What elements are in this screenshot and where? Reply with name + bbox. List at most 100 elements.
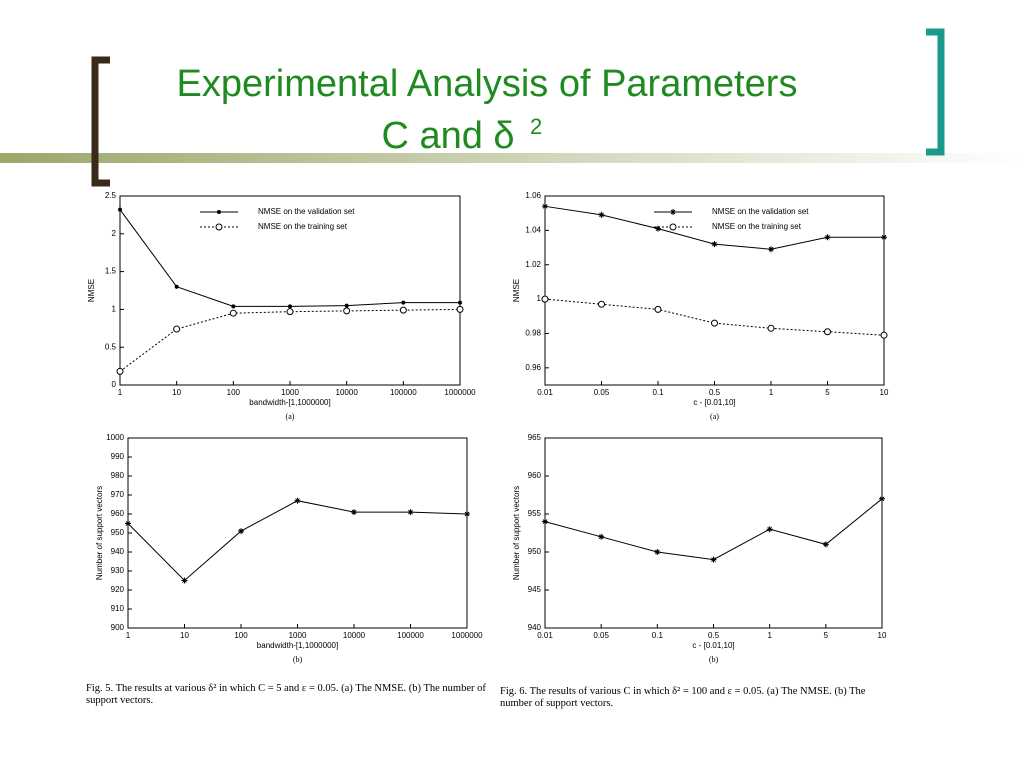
- marker: [654, 549, 661, 555]
- y-tick-label: 965: [528, 433, 542, 442]
- marker: [598, 533, 605, 540]
- marker: [118, 207, 122, 212]
- marker: [181, 577, 188, 584]
- y-axis-label: Number of support vectors: [512, 486, 521, 580]
- x-tick-label: 10: [880, 388, 889, 397]
- x-tick-label: 0.5: [709, 388, 721, 397]
- marker: [238, 528, 244, 535]
- marker: [541, 295, 549, 303]
- legend-label: NMSE on the validation set: [712, 207, 809, 216]
- title: C and δ: [381, 115, 514, 157]
- y-tick-label: 940: [111, 547, 125, 556]
- y-tick-label: 945: [528, 585, 542, 594]
- x-tick-label: 1000000: [451, 631, 483, 640]
- y-tick-label: 960: [111, 509, 125, 518]
- x-tick-label: 10: [878, 631, 887, 640]
- y-tick-label: 920: [111, 585, 125, 594]
- y-tick-label: 930: [111, 566, 125, 575]
- y-tick-label: 980: [111, 471, 125, 480]
- y-axis-label: Number of support vectors: [95, 486, 104, 580]
- figure-panel: [495, 190, 905, 710]
- legend-label: NMSE on the validation set: [258, 207, 355, 216]
- y-tick-label: 900: [111, 623, 125, 632]
- x-tick-label: 10: [180, 631, 189, 640]
- right-bracket: [926, 28, 945, 156]
- x-tick-label: 1000000: [444, 388, 476, 397]
- x-tick-label: 5: [825, 388, 830, 397]
- x-tick-label: 0.01: [537, 388, 553, 397]
- marker: [880, 331, 888, 339]
- marker: [173, 325, 181, 333]
- title-superscript: 2: [530, 114, 542, 139]
- marker: [879, 495, 885, 502]
- x-tick-label: 10000: [336, 388, 359, 397]
- marker: [711, 319, 718, 327]
- y-tick-label: 1.5: [105, 267, 117, 276]
- marker: [824, 328, 831, 336]
- y-tick-label: 2.5: [105, 191, 117, 200]
- y-tick-label: 950: [528, 547, 542, 556]
- y-tick-label: 955: [528, 509, 542, 518]
- x-tick-label: 0.1: [652, 388, 664, 397]
- y-tick-label: 1.06: [525, 191, 541, 200]
- y-tick-label: 950: [111, 528, 125, 537]
- marker: [464, 511, 470, 517]
- sublabel: (b): [709, 655, 719, 664]
- x-tick-label: 1: [767, 631, 772, 640]
- x-axis-label: bandwidth-[1,1000000]: [257, 641, 338, 650]
- y-tick-label: 1.04: [525, 225, 541, 234]
- x-tick-label: 100: [227, 388, 241, 397]
- marker: [598, 300, 605, 308]
- y-tick-label: 940: [528, 623, 542, 632]
- marker: [401, 300, 406, 305]
- marker: [343, 307, 351, 315]
- x-tick-label: 1: [126, 631, 131, 640]
- marker: [215, 223, 223, 231]
- marker: [767, 324, 775, 332]
- x-tick-label: 100000: [397, 631, 424, 640]
- x-tick-label: 0.05: [594, 388, 610, 397]
- sublabel: (a): [710, 412, 719, 421]
- y-tick-label: 1: [537, 294, 542, 303]
- marker: [822, 541, 829, 548]
- marker: [288, 304, 292, 309]
- x-tick-label: 1: [118, 388, 123, 397]
- y-tick-label: 990: [111, 452, 125, 461]
- caption: Fig. 6. The results of various C in whic…: [500, 686, 866, 709]
- x-axis-label: c - [0.01,10]: [692, 641, 734, 650]
- marker: [655, 225, 661, 232]
- marker: [654, 305, 662, 313]
- figure-panel: [82, 190, 490, 710]
- marker: [229, 309, 237, 317]
- title: Experimental Analysis of Parameters: [177, 63, 798, 105]
- marker: [407, 509, 414, 516]
- y-tick-label: 1: [112, 305, 117, 314]
- marker: [351, 509, 357, 516]
- marker: [881, 234, 887, 241]
- marker: [399, 306, 407, 314]
- sublabel: (b): [293, 655, 303, 664]
- marker: [125, 520, 131, 527]
- marker: [542, 518, 548, 525]
- header-rule: [0, 153, 1024, 163]
- marker: [286, 308, 294, 316]
- x-tick-label: 1: [769, 388, 774, 397]
- y-tick-label: 0.98: [525, 329, 541, 338]
- x-tick-label: 0.1: [652, 631, 664, 640]
- marker: [231, 304, 236, 309]
- x-axis-label: bandwidth-[1,1000000]: [249, 398, 330, 407]
- x-tick-label: 0.5: [708, 631, 720, 640]
- y-tick-label: 0: [112, 380, 117, 389]
- marker: [294, 497, 301, 504]
- legend-label: NMSE on the training set: [258, 222, 348, 231]
- x-tick-label: 100: [234, 631, 248, 640]
- sublabel: (a): [286, 412, 295, 421]
- y-tick-label: 0.5: [105, 342, 117, 351]
- x-tick-label: 1000: [281, 388, 299, 397]
- y-tick-label: 2: [112, 229, 117, 238]
- x-tick-label: 10: [172, 388, 181, 397]
- y-tick-label: 0.96: [525, 363, 541, 372]
- left-bracket: [91, 56, 110, 187]
- x-axis-label: c - [0.01,10]: [693, 398, 735, 407]
